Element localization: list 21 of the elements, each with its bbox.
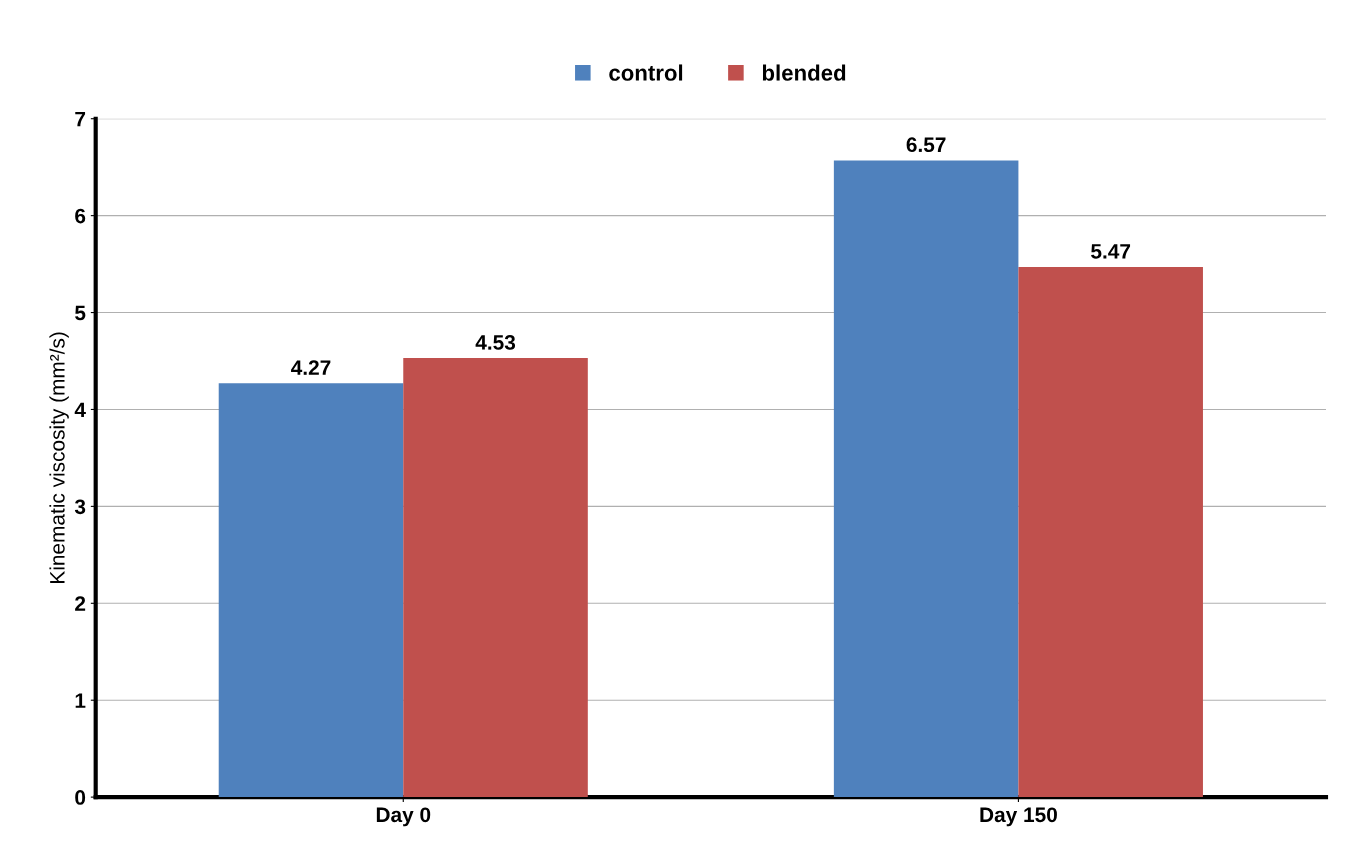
- y-tick-label: 7: [75, 111, 86, 127]
- y-tick-label: 1: [75, 693, 86, 708]
- x-tick-label: Day 150: [980, 807, 1057, 827]
- legend-label: control: [609, 64, 683, 81]
- data-label: 5.47: [1091, 244, 1131, 259]
- data-label: 4.27: [291, 360, 331, 375]
- y-tick-label: 4: [74, 402, 86, 418]
- bar: [833, 160, 1019, 798]
- x-tick-label: Day 0: [376, 807, 431, 827]
- y-tick-label: 0: [75, 790, 86, 805]
- data-label: 4.53: [475, 335, 516, 350]
- bar: [403, 358, 588, 798]
- y-tick-label: 3: [74, 499, 86, 515]
- y-tick-label: 6: [75, 208, 86, 224]
- bar: [218, 383, 404, 798]
- data-label: 6.57: [906, 137, 946, 153]
- y-axis-title: Kinematic viscosity (mm²/s): [49, 332, 69, 583]
- y-tick-label: 5: [75, 305, 86, 321]
- bar: [1018, 267, 1203, 798]
- y-tick-label: 2: [75, 596, 86, 611]
- legend-label: blended: [762, 64, 846, 81]
